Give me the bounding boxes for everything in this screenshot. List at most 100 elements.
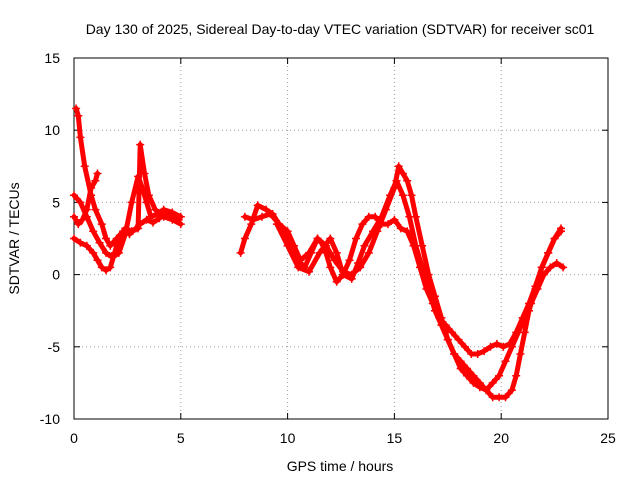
data-point [97, 263, 106, 272]
data-point [403, 227, 412, 236]
data-point [110, 248, 119, 257]
data-point [411, 241, 420, 250]
data-point [475, 383, 484, 392]
data-point [76, 133, 85, 142]
data-point [369, 227, 377, 236]
x-tick-label: 10 [280, 430, 296, 446]
data-point [326, 234, 335, 243]
x-tick-label: 15 [387, 430, 403, 446]
x-tick-label: 5 [177, 430, 185, 446]
data-point [507, 342, 516, 351]
data-point [469, 378, 478, 387]
series-track-c [70, 140, 185, 275]
data-point [527, 299, 536, 308]
data-point [240, 212, 249, 221]
data-point [95, 238, 104, 247]
data-point [176, 220, 185, 229]
data-point [93, 256, 102, 265]
y-tick-label: -10 [40, 411, 60, 427]
data-point [272, 220, 281, 229]
data-point [352, 234, 360, 243]
data-point [82, 205, 91, 214]
data-point [315, 248, 324, 257]
grid-lines [74, 58, 608, 419]
data-point [294, 263, 303, 272]
data-point [533, 285, 542, 293]
data-point [127, 227, 136, 236]
data-point [537, 263, 546, 272]
data-point [384, 220, 392, 229]
data-point [546, 263, 555, 272]
data-point [552, 259, 561, 267]
data-point [80, 162, 89, 171]
data-point [424, 285, 433, 293]
data-point [76, 238, 85, 247]
data-point [70, 212, 78, 221]
data-point [176, 212, 185, 221]
data-point [283, 227, 292, 236]
data-point [305, 267, 313, 276]
data-point [142, 215, 151, 224]
y-tick-label: 10 [44, 122, 60, 138]
data-point [557, 227, 565, 236]
data-point [134, 224, 143, 233]
series-track-d [70, 169, 102, 229]
data-point [82, 241, 91, 250]
data-point [159, 212, 168, 221]
data-point [70, 191, 78, 200]
data-point [89, 227, 98, 236]
data-point [102, 248, 110, 257]
data-point [450, 350, 459, 358]
data-point [480, 347, 489, 356]
data-point [146, 212, 155, 221]
y-tick-label: 0 [52, 267, 60, 283]
data-point [501, 357, 510, 366]
data-point [358, 220, 367, 229]
data-point [339, 270, 348, 279]
data-point [443, 335, 452, 344]
data-point [258, 212, 266, 221]
data-point [151, 205, 160, 214]
data-point [305, 248, 313, 257]
data-point [437, 321, 446, 330]
data-point [544, 248, 553, 257]
data-point [102, 234, 110, 243]
data-point [262, 205, 271, 214]
data-point [512, 371, 521, 380]
data-point [78, 215, 87, 224]
data-point [97, 220, 106, 229]
data-point [91, 176, 100, 185]
data-point [114, 234, 123, 243]
axis-ticks: 0 5 10 15 20 25 -10 -5 0 5 10 15 [40, 50, 616, 446]
plot-frame [73, 57, 609, 420]
data-point [106, 263, 115, 272]
data-point [448, 328, 457, 337]
data-point [396, 224, 405, 233]
data-point [482, 386, 491, 395]
data-point [501, 393, 510, 402]
data-point [168, 215, 177, 224]
data-point [149, 218, 157, 227]
data-point [266, 210, 275, 218]
data-point [407, 191, 416, 200]
data-point [72, 104, 81, 113]
data-point [70, 234, 78, 243]
data-point [74, 220, 83, 229]
data-point [253, 201, 262, 210]
data-point [463, 371, 471, 380]
data-point [460, 342, 469, 351]
y-tick-label: 15 [44, 50, 60, 66]
data-point [486, 342, 495, 351]
y-tick-label: -5 [48, 339, 61, 355]
data-point [492, 339, 501, 348]
x-axis-label: GPS time / hours [287, 458, 394, 474]
data-point [91, 205, 100, 214]
data-point [550, 234, 559, 243]
data-point [345, 256, 354, 265]
data-point [499, 342, 508, 351]
data-point [106, 241, 115, 250]
data-point [392, 176, 401, 185]
data-point [495, 371, 504, 380]
data-point [514, 328, 523, 337]
data-point [456, 364, 465, 373]
